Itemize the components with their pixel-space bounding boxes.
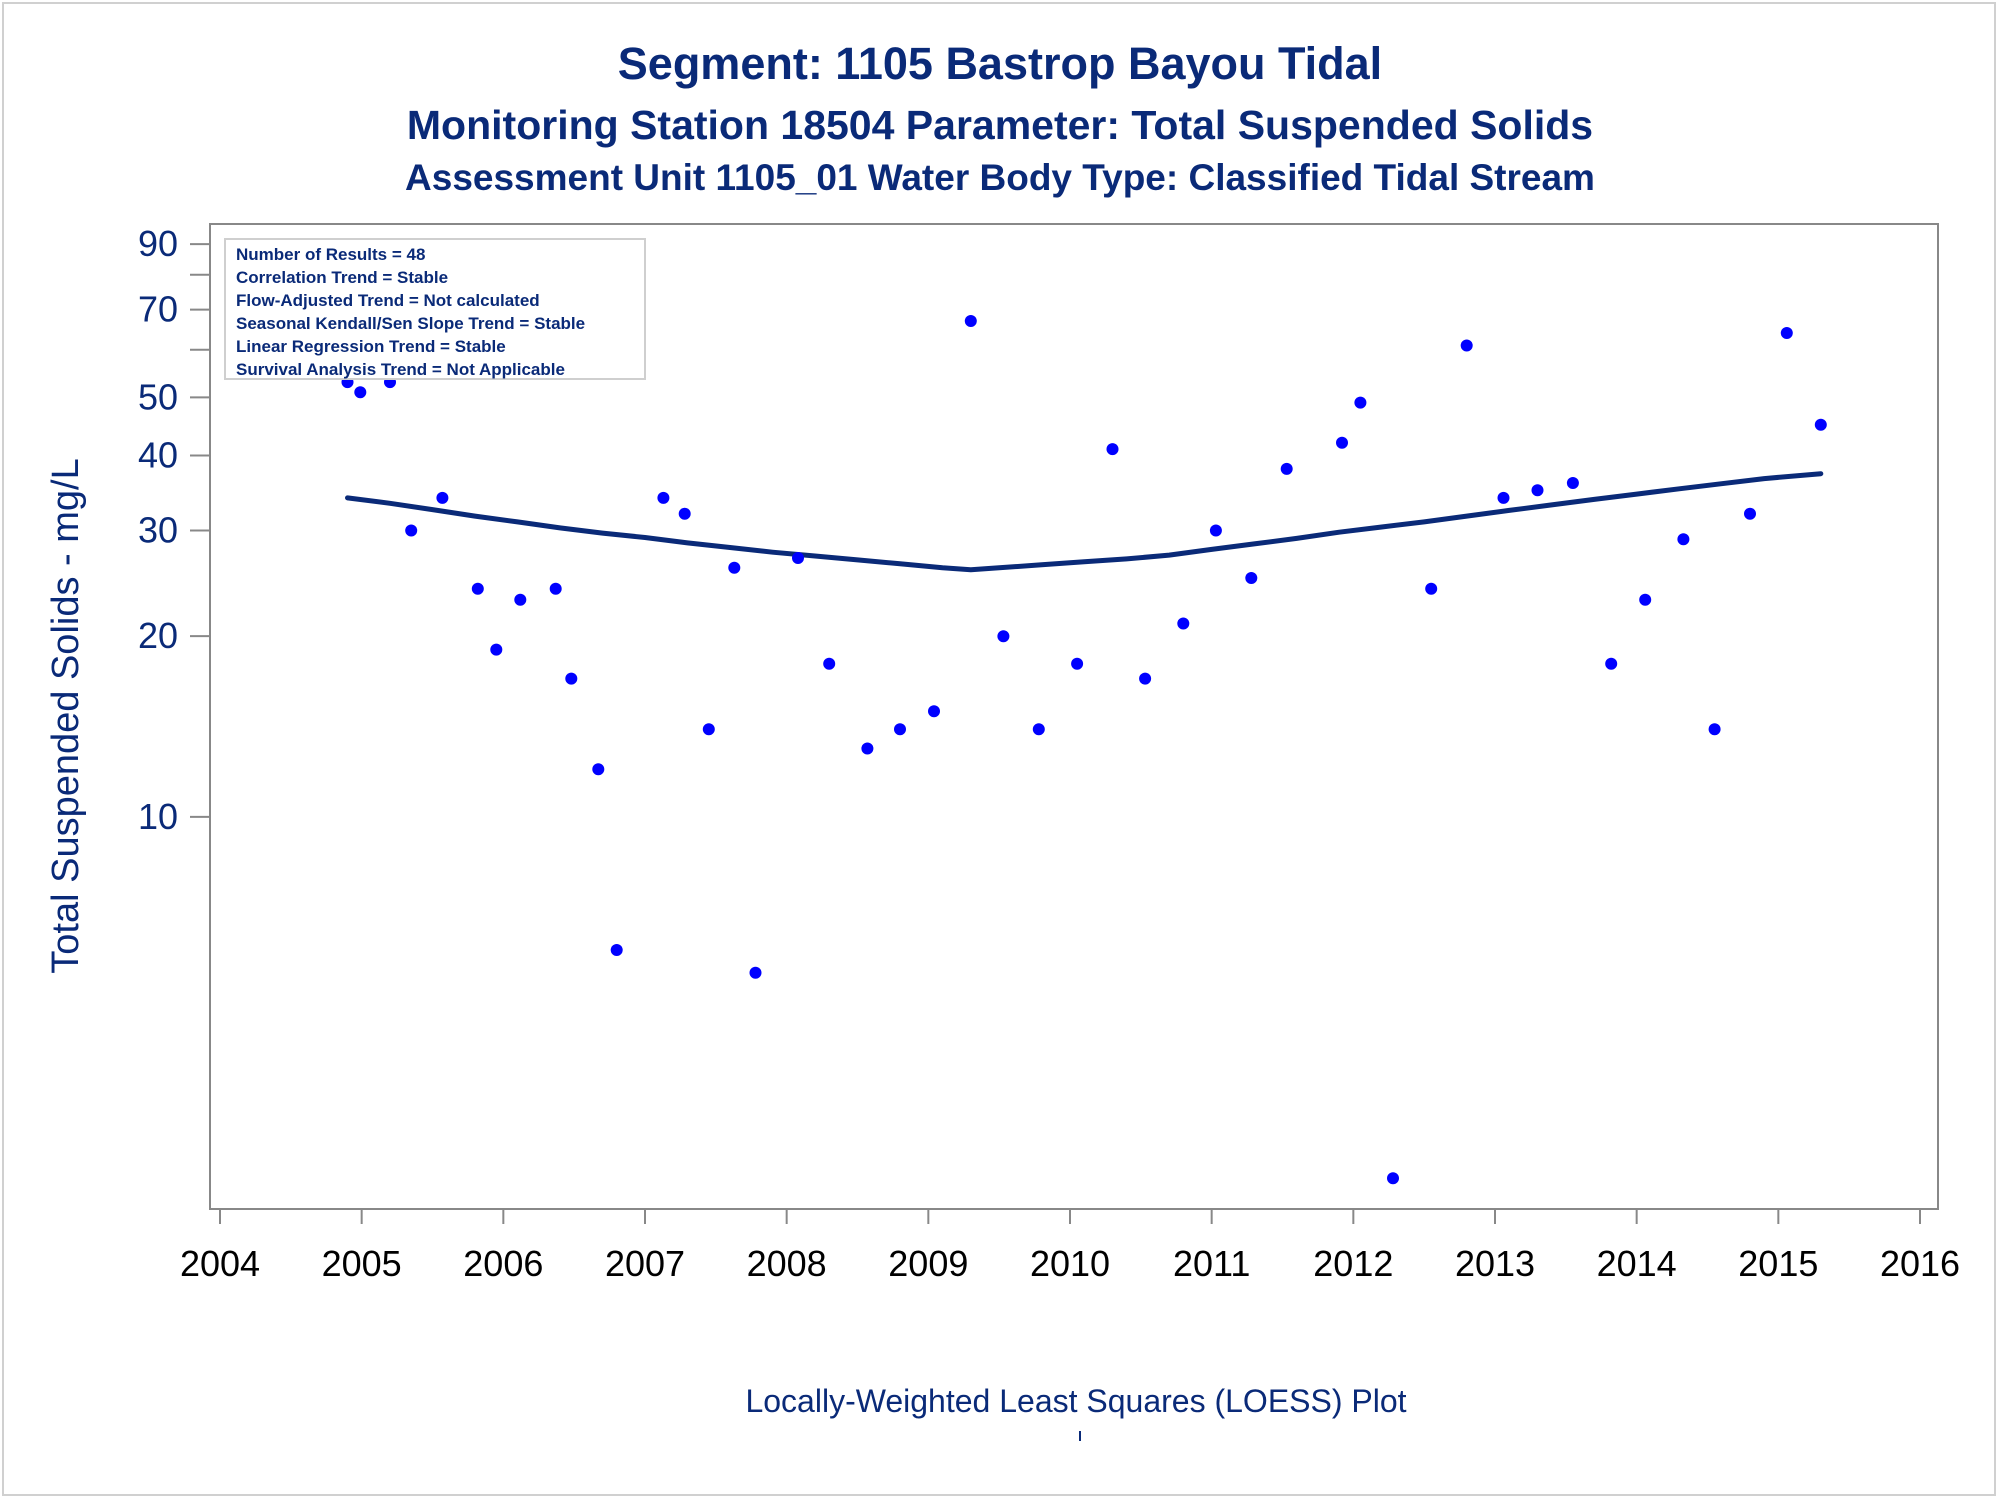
y-axis: 10 20 30 40 50 70 90 <box>138 223 210 837</box>
data-point <box>1605 657 1618 670</box>
data-point <box>1566 477 1579 489</box>
loess-line <box>345 471 1824 573</box>
data-point <box>1744 507 1756 520</box>
x-tick-label-2016: 2016 <box>1880 1243 1960 1284</box>
y-tick-label-40: 40 <box>138 434 178 475</box>
y-tick-label-20: 20 <box>138 615 178 656</box>
y-tick-label-10: 10 <box>138 796 178 837</box>
data-point <box>514 593 527 606</box>
footnote-loess: Locally-Weighted Least Squares (LOESS) P… <box>745 1383 1406 1419</box>
x-tick-label-2015: 2015 <box>1738 1243 1818 1284</box>
info-line: Number of Results = 48 <box>236 245 426 264</box>
data-point <box>592 763 605 776</box>
x-tick-label-2012: 2012 <box>1313 1243 1393 1284</box>
info-line: Flow-Adjusted Trend = Not calculated <box>236 291 540 310</box>
x-tick-label-2014: 2014 <box>1597 1243 1677 1284</box>
data-point <box>1071 657 1084 670</box>
data-point <box>1460 339 1473 352</box>
data-point <box>1708 723 1721 736</box>
data-point <box>471 582 484 595</box>
y-tick-label-90: 90 <box>138 223 178 264</box>
data-point <box>1425 582 1438 595</box>
data-point <box>490 643 503 656</box>
data-point <box>1280 462 1293 475</box>
data-point <box>1814 418 1827 431</box>
data-point <box>1032 723 1045 736</box>
footnote-tick-mark <box>1079 1431 1081 1441</box>
data-point <box>823 657 836 670</box>
plot-area <box>209 223 1939 1210</box>
data-point <box>1209 524 1222 537</box>
info-line: Correlation Trend = Stable <box>236 268 449 287</box>
x-tick-label-2013: 2013 <box>1455 1243 1535 1284</box>
data-point <box>1387 1172 1399 1185</box>
data-point <box>1497 491 1510 504</box>
x-tick-label-2004: 2004 <box>180 1243 260 1284</box>
x-tick-label-2009: 2009 <box>888 1243 968 1284</box>
x-tick-label-2006: 2006 <box>463 1243 543 1284</box>
data-point <box>997 630 1010 643</box>
chart-subtitle-station: Monitoring Station 18504 Parameter: Tota… <box>406 102 1594 148</box>
data-point <box>792 552 804 564</box>
x-tick-label-2005: 2005 <box>322 1243 402 1284</box>
x-axis: 2004 2005 2006 2007 2008 2009 2010 2011 2012 2013… <box>180 1209 1960 1284</box>
data-point <box>354 386 367 399</box>
data-point <box>894 723 906 736</box>
data-point <box>1639 593 1652 606</box>
data-point <box>1354 396 1367 409</box>
chart-title: Segment: 1105 Bastrop Bayou Tidal <box>617 38 1383 89</box>
data-point <box>1677 533 1690 546</box>
y-tick-label-50: 50 <box>138 376 178 417</box>
data-point <box>549 582 562 595</box>
data-point <box>1245 572 1258 584</box>
info-line: Seasonal Kendall/Sen Slope Trend = Stabl… <box>236 314 586 333</box>
data-point <box>678 507 691 520</box>
loess-trend <box>345 471 1824 573</box>
data-point <box>1336 436 1348 449</box>
y-tick-label-70: 70 <box>138 289 178 330</box>
data-point <box>1177 617 1190 630</box>
data-point <box>405 524 418 537</box>
data-point <box>610 944 623 956</box>
data-point <box>728 561 741 574</box>
x-tick-label-2011: 2011 <box>1173 1243 1250 1284</box>
data-point <box>861 742 874 755</box>
data-point <box>702 723 715 736</box>
data-point <box>1106 443 1119 456</box>
info-line: Linear Regression Trend = Stable <box>236 337 506 356</box>
data-point <box>749 966 762 979</box>
data-point <box>436 491 449 504</box>
x-tick-label-2008: 2008 <box>747 1243 827 1284</box>
y-axis-label: Total Suspended Solids - mg/L <box>45 458 87 973</box>
data-point <box>1780 327 1793 339</box>
x-tick-label-2010: 2010 <box>1030 1243 1110 1284</box>
trend-info-box: Number of Results = 48 Correlation Trend … <box>224 238 646 380</box>
chart-subtitle-assessment: Assessment Unit 1105_01 Water Body Type:… <box>405 157 1595 198</box>
data-point <box>565 672 578 685</box>
data-point <box>657 491 670 504</box>
data-point <box>1139 672 1152 685</box>
data-point <box>1531 484 1544 497</box>
y-tick-label-30: 30 <box>138 509 178 550</box>
x-tick-label-2007: 2007 <box>605 1243 685 1284</box>
data-point <box>964 315 977 327</box>
info-line: Survival Analysis Trend = Not Applicable <box>236 360 565 379</box>
data-point <box>928 705 940 718</box>
